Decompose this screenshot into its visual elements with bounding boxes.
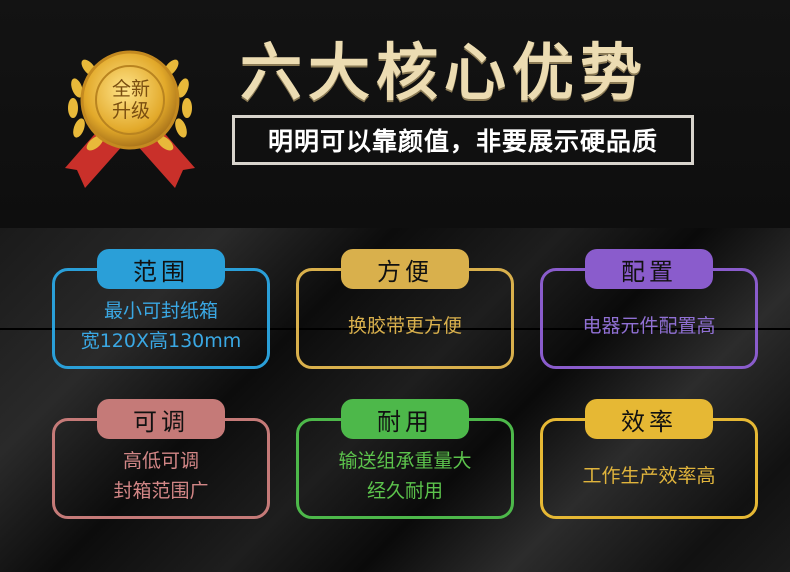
feature-card: 效率 工作生产效率高 (540, 399, 758, 519)
feature-description: 最小可封纸箱 (103, 299, 218, 322)
feature-description: 换胶带更方便 (347, 314, 462, 337)
feature-card: 配置 电器元件配置高 (540, 249, 758, 369)
feature-card: 方便 换胶带更方便 (296, 249, 514, 369)
feature-tab: 可调 (97, 399, 225, 439)
subtitle-box: 明明可以靠颜值，非要展示硬品质 (232, 115, 694, 165)
feature-description: 宽120X高130mm (80, 329, 242, 352)
page-title: 六大核心优势 (240, 36, 649, 109)
feature-tab: 耐用 (341, 399, 469, 439)
subtitle: 明明可以靠颜值，非要展示硬品质 (267, 127, 658, 156)
feature-description: 封箱范围广 (113, 479, 209, 502)
feature-tab: 配置 (585, 249, 713, 289)
feature-description: 输送组承重量大 (338, 449, 472, 472)
feature-card: 范围最小可封纸箱宽120X高130mm (52, 249, 270, 369)
feature-description: 高低可调 (122, 449, 199, 472)
feature-description: 经久耐用 (366, 479, 443, 502)
feature-card: 可调高低可调封箱范围广 (52, 399, 270, 519)
feature-card: 耐用输送组承重量大 经久耐用 (296, 399, 514, 519)
medal-badge-text: 全新升级 (111, 78, 150, 122)
feature-description: 电器元件配置高 (582, 314, 716, 337)
feature-tab: 方便 (341, 249, 469, 289)
feature-tab: 效率 (585, 399, 713, 439)
feature-tab: 范围 (97, 249, 225, 289)
feature-description: 工作生产效率高 (582, 464, 716, 487)
gold-medal-icon (65, 50, 195, 188)
